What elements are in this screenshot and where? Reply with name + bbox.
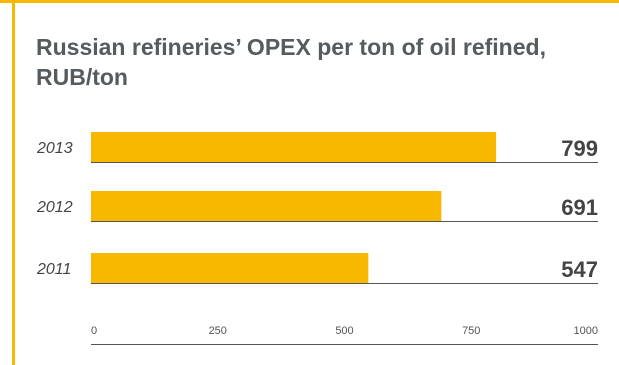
x-tick-label-250: 250 — [209, 325, 227, 337]
x-tick-label-500: 500 — [335, 325, 353, 337]
value-label-2012: 691 — [561, 195, 598, 220]
frame-top-border — [0, 0, 619, 3]
category-label-2012: 2012 — [36, 199, 73, 216]
chart-title: Russian refineries’ OPEX per ton of oil … — [36, 34, 546, 90]
x-tick-label-750: 750 — [462, 325, 480, 337]
category-label-2013: 2013 — [36, 140, 73, 157]
category-label-2011: 2011 — [36, 261, 71, 278]
value-label-2011: 547 — [561, 257, 598, 282]
bar-2012 — [91, 191, 442, 221]
x-tick-label-1000: 1000 — [574, 325, 598, 337]
value-label-2013: 799 — [561, 136, 598, 161]
x-tick-label-0: 0 — [91, 325, 97, 337]
frame-left-border — [12, 0, 15, 365]
bar-2011 — [91, 253, 369, 283]
bar-2013 — [91, 132, 497, 162]
